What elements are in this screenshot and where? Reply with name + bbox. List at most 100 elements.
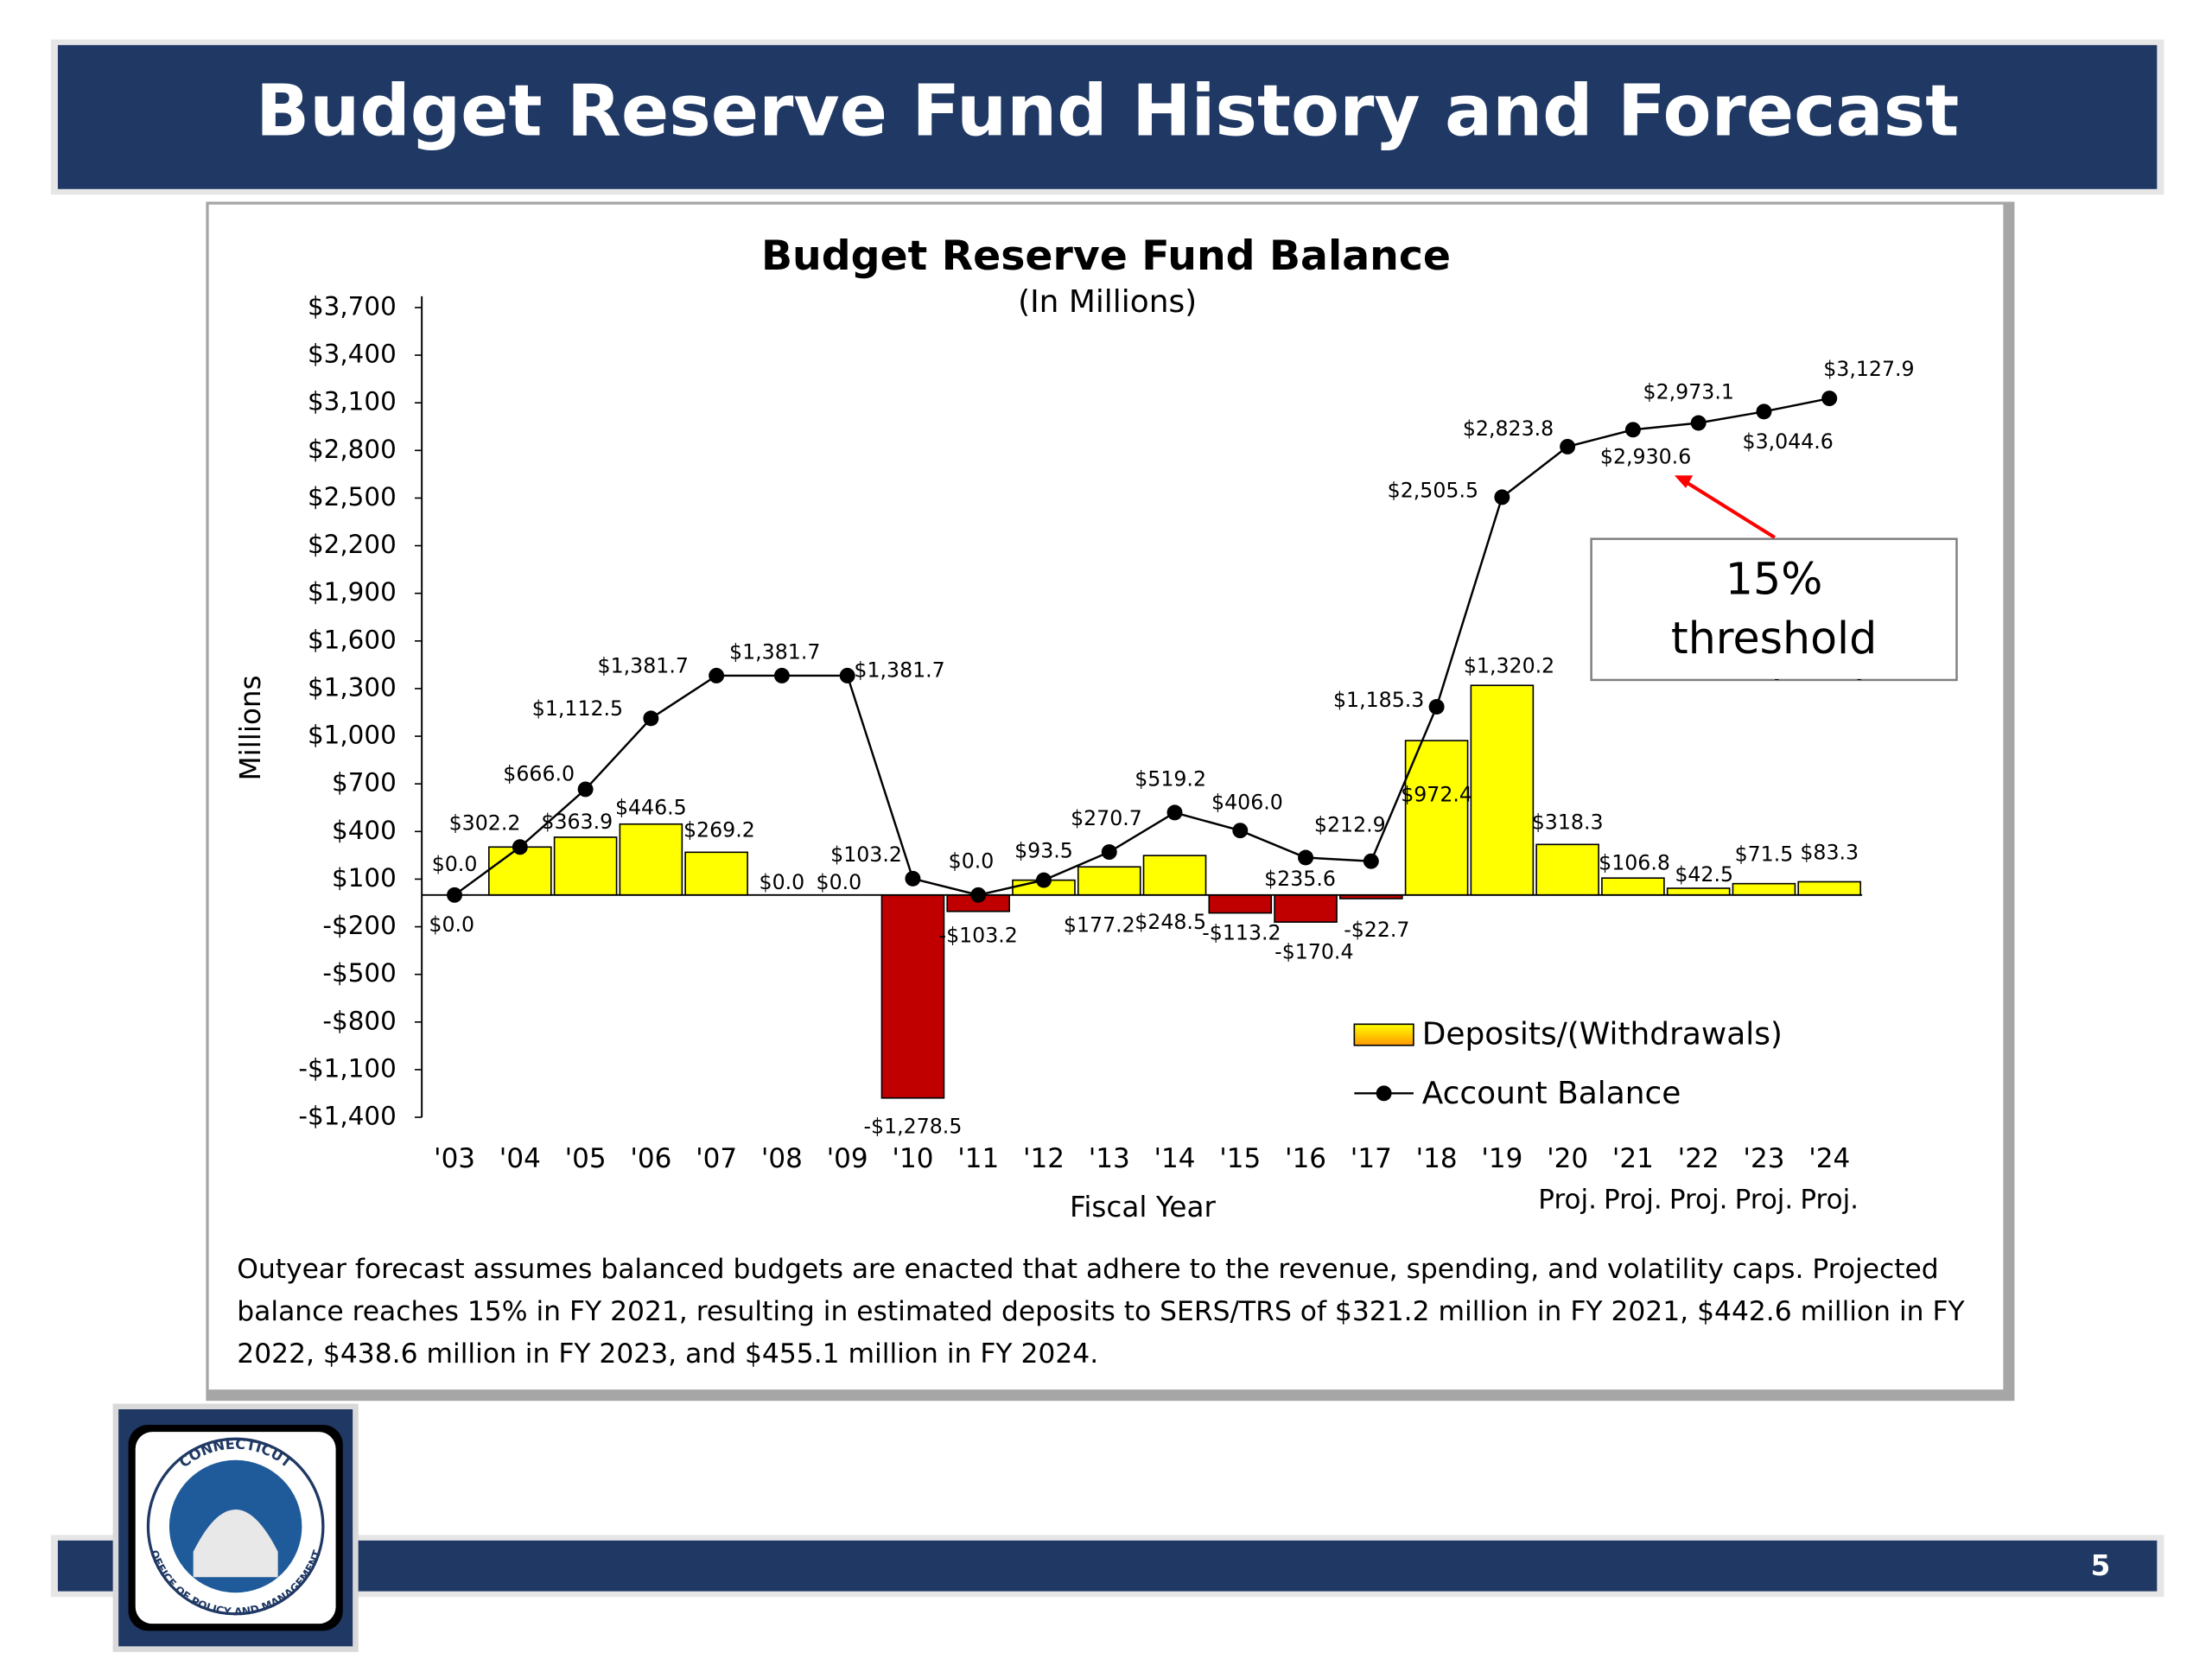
- annotation-arrow: [1683, 480, 1776, 539]
- bar: [1470, 684, 1535, 896]
- y-tick-label: $3,400: [308, 340, 397, 369]
- balance-marker: [512, 839, 528, 855]
- legend-swatch-bar: [1353, 1023, 1414, 1046]
- y-tick-label: -$500: [322, 958, 396, 988]
- x-tick-label: '21: [1612, 1143, 1654, 1174]
- x-tick-label: '03: [434, 1143, 475, 1174]
- x-tick-label: '17: [1351, 1143, 1392, 1174]
- x-tick-note: Proj.: [1735, 1184, 1794, 1215]
- balance-marker: [709, 667, 725, 683]
- x-tick-label: '06: [630, 1143, 671, 1174]
- chart-subtitle: (In Millions): [1018, 284, 1197, 320]
- line-value-label: $3,044.6: [1743, 429, 1834, 454]
- bar-value-label: $106.8: [1599, 850, 1670, 874]
- balance-marker: [1624, 422, 1641, 438]
- y-tick-label: -$200: [322, 911, 396, 940]
- balance-marker: [643, 710, 659, 727]
- balance-marker: [447, 887, 463, 903]
- bar-value-label: $363.9: [541, 810, 613, 834]
- bar: [1142, 855, 1207, 896]
- y-tick-label: $1,600: [308, 625, 397, 654]
- balance-marker: [1494, 489, 1510, 505]
- x-tick-label: '08: [761, 1143, 803, 1174]
- bar: [880, 893, 945, 1099]
- bar-value-label: $177.2: [1064, 912, 1135, 937]
- line-value-label: $519.2: [1135, 766, 1206, 791]
- balance-marker: [1101, 844, 1117, 861]
- legend-swatch-marker: [1376, 1085, 1392, 1102]
- bar-value-label: -$113.2: [1202, 921, 1281, 945]
- balance-marker: [1756, 404, 1772, 420]
- balance-marker: [905, 870, 921, 887]
- x-tick-label: '15: [1219, 1143, 1261, 1174]
- bar: [1732, 882, 1796, 896]
- x-tick-label: '10: [892, 1143, 933, 1174]
- balance-marker: [1298, 849, 1314, 866]
- balance-marker: [1821, 391, 1838, 407]
- x-tick-label: '14: [1154, 1143, 1196, 1174]
- plot: -$1,400 -$1,100 -$800 -$500 -$200 $100 $400 $70…: [298, 291, 1914, 1215]
- x-tick-label: '07: [696, 1143, 737, 1174]
- line-value-label: $93.5: [1014, 838, 1073, 862]
- balance-marker: [970, 887, 987, 903]
- bar-value-label: -$1,278.5: [863, 1115, 962, 1139]
- bar: [553, 836, 618, 896]
- bar-value-label: -$22.7: [1344, 918, 1409, 942]
- bar: [1666, 887, 1731, 896]
- annotation-box: [1590, 537, 1958, 682]
- annotation: 15% threshold attained: [1670, 554, 1878, 680]
- y-tick-label: $2,500: [308, 482, 397, 512]
- x-tick-note: Proj.: [1669, 1184, 1728, 1215]
- legend-label: Deposits/(Withdrawals): [1422, 1016, 1783, 1052]
- line-value-label: $1,381.7: [729, 639, 820, 664]
- x-tick-label: '22: [1678, 1143, 1719, 1174]
- x-tick-label: '20: [1547, 1143, 1588, 1174]
- bar-value-label: $0.0: [817, 870, 862, 894]
- bar-value-label: $1,320.2: [1464, 653, 1554, 677]
- y-tick-label: $1,300: [308, 672, 397, 702]
- line-value-label: $2,505.5: [1388, 478, 1478, 502]
- arrow-head: [1674, 475, 1694, 488]
- line-value-label: $212.9: [1314, 812, 1386, 836]
- balance-line: [454, 397, 1830, 897]
- bar-value-label: $71.5: [1735, 842, 1794, 867]
- chart-title: Budget Reserve Fund Balance: [761, 232, 1451, 280]
- footnote: Outyear forecast assumes balanced budget…: [237, 1252, 1965, 1370]
- line-value-label: $2,930.6: [1600, 444, 1691, 468]
- y-tick-label: $700: [332, 768, 397, 798]
- x-tick-label: '12: [1023, 1143, 1065, 1174]
- balance-marker: [1166, 804, 1183, 821]
- y-axis-label: Millions: [234, 675, 267, 780]
- balance-marker: [773, 667, 790, 683]
- bar-value-label: -$170.4: [1274, 940, 1353, 964]
- line-value-label: $1,381.7: [854, 658, 944, 683]
- x-tick-note: Proj.: [1604, 1184, 1662, 1215]
- y-tick-label: $400: [332, 816, 397, 845]
- line-value-label: $1,185.3: [1333, 688, 1424, 712]
- x-tick-note: Proj.: [1800, 1184, 1859, 1215]
- x-tick-note: Proj.: [1538, 1184, 1597, 1215]
- y-tick-label: -$1,100: [298, 1053, 396, 1083]
- x-tick-label: '16: [1285, 1143, 1326, 1174]
- annotation-area: 15% threshold attained: [1670, 554, 1878, 680]
- footer-bar: [57, 1540, 2158, 1592]
- line-value-label: $3,127.9: [1823, 357, 1914, 381]
- x-tick-label: '04: [499, 1143, 541, 1174]
- y-tick-label: -$1,400: [298, 1102, 396, 1131]
- line-value-label: $270.7: [1071, 806, 1142, 830]
- balance-marker: [1560, 438, 1576, 454]
- x-tick-label: '11: [957, 1143, 999, 1174]
- line-value-label: $302.2: [449, 811, 521, 836]
- bar: [1274, 893, 1338, 923]
- x-tick-label: '09: [827, 1143, 868, 1174]
- bar: [1601, 877, 1665, 896]
- bar: [1535, 843, 1599, 896]
- balance-marker: [1428, 699, 1445, 715]
- x-tick-label: '19: [1481, 1143, 1522, 1174]
- balance-marker: [1232, 823, 1249, 839]
- y-tick-label: $3,100: [308, 387, 397, 416]
- y-tick-label: $1,900: [308, 577, 397, 607]
- slide-title: Budget Reserve Fund History and Forecast: [256, 70, 1959, 152]
